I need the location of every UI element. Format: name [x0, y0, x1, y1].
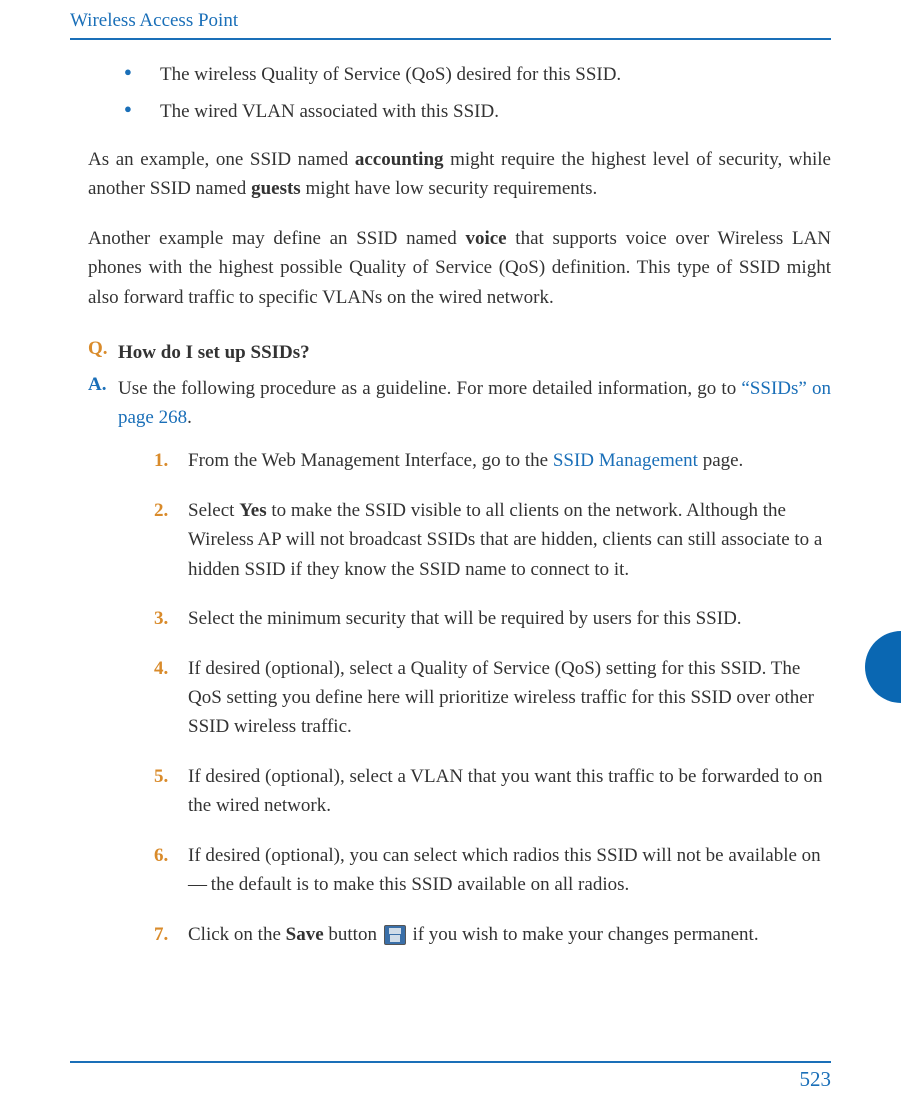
paragraph-example-2: Another example may define an SSID named… [88, 224, 831, 312]
bullet-item: The wired VLAN associated with this SSID… [124, 97, 831, 126]
text: From the Web Management Interface, go to… [188, 450, 553, 471]
ssid-name-accounting: accounting [355, 149, 444, 170]
side-tab [865, 631, 901, 703]
answer-row: A. Use the following procedure as a guid… [88, 374, 831, 433]
save-icon [384, 925, 406, 945]
text: Click on the [188, 924, 286, 945]
text: . [187, 407, 192, 428]
step-number: 7. [154, 920, 168, 949]
ssid-name-voice: voice [465, 228, 506, 249]
header-title: Wireless Access Point [70, 10, 238, 31]
step-number: 4. [154, 654, 168, 683]
question-label: Q. [88, 338, 118, 367]
answer-text: Use the following procedure as a guideli… [118, 374, 831, 433]
step-6: 6. If desired (optional), you can select… [154, 841, 831, 900]
text: page. [698, 450, 743, 471]
qa-block: Q. How do I set up SSIDs? A. Use the fol… [88, 338, 831, 949]
step-number: 2. [154, 496, 168, 525]
step-4: 4. If desired (optional), select a Quali… [154, 654, 831, 742]
answer-label: A. [88, 374, 118, 433]
text: Use the following procedure as a guideli… [118, 378, 741, 399]
step-number: 6. [154, 841, 168, 870]
text: if you wish to make your changes permane… [408, 924, 759, 945]
bullet-list: The wireless Quality of Service (QoS) de… [124, 60, 831, 127]
step-3: 3. Select the minimum security that will… [154, 604, 831, 633]
main-content: The wireless Quality of Service (QoS) de… [70, 60, 831, 949]
text: might have low security requirements. [301, 178, 598, 199]
step-5: 5. If desired (optional), select a VLAN … [154, 762, 831, 821]
text: As an example, one SSID named [88, 149, 355, 170]
ssid-name-guests: guests [251, 178, 301, 199]
page-number: 523 [800, 1067, 832, 1091]
page-header: Wireless Access Point [70, 10, 831, 40]
question-row: Q. How do I set up SSIDs? [88, 338, 831, 367]
paragraph-example-1: As an example, one SSID named accounting… [88, 145, 831, 204]
text: If desired (optional), select a Quality … [188, 658, 814, 738]
step-number: 3. [154, 604, 168, 633]
bold-save: Save [286, 924, 324, 945]
step-number: 1. [154, 446, 168, 475]
page-footer: 523 [70, 1061, 831, 1092]
text: Another example may define an SSID named [88, 228, 465, 249]
text: If desired (optional), you can select wh… [188, 845, 824, 895]
bold-yes: Yes [239, 500, 266, 521]
text: Select the minimum security that will be… [188, 608, 742, 629]
link-ssid-management[interactable]: SSID Management [553, 450, 698, 471]
text: button [324, 924, 382, 945]
bullet-item: The wireless Quality of Service (QoS) de… [124, 60, 831, 89]
step-number: 5. [154, 762, 168, 791]
step-7: 7. Click on the Save button if you wish … [154, 920, 831, 949]
text: Select [188, 500, 239, 521]
step-2: 2. Select Yes to make the SSID visible t… [154, 496, 831, 584]
text: to make the SSID visible to all clients … [188, 500, 822, 580]
step-1: 1. From the Web Management Interface, go… [154, 446, 831, 475]
question-text: How do I set up SSIDs? [118, 338, 831, 367]
steps-list: 1. From the Web Management Interface, go… [154, 446, 831, 949]
text: If desired (optional), select a VLAN tha… [188, 766, 823, 816]
